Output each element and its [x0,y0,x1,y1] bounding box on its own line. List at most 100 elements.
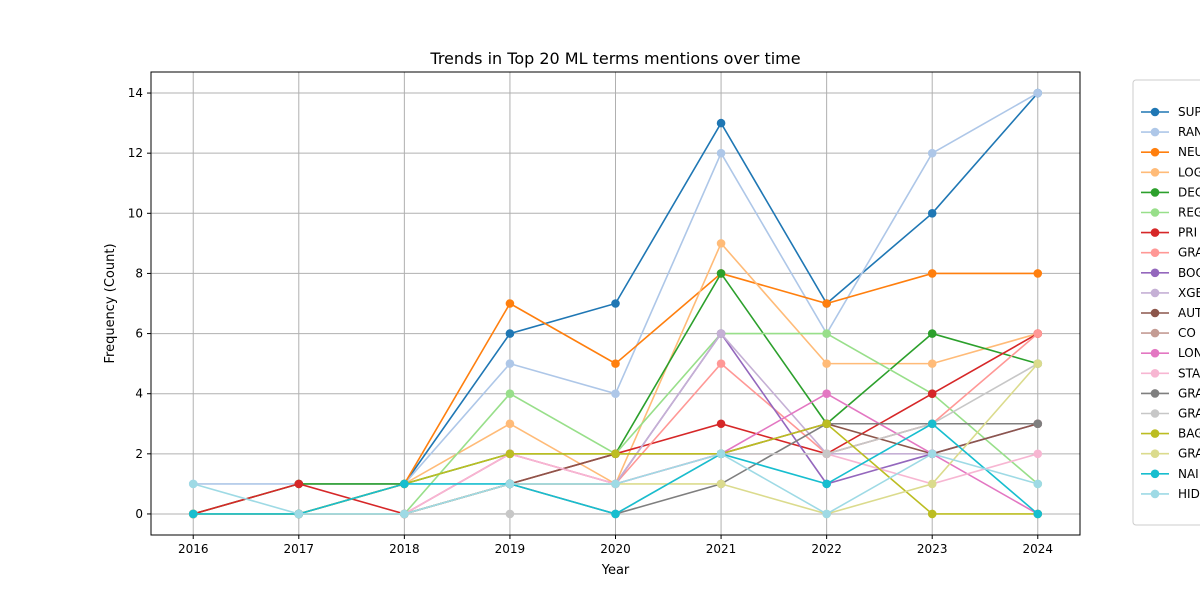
data-point [611,509,620,519]
x-tick-label: 2024 [1022,542,1053,556]
data-point [822,359,831,368]
legend-label: LOG [1178,165,1200,179]
legend-swatch-marker [1150,469,1160,479]
chart-title: Trends in Top 20 ML terms mentions over … [429,49,800,68]
legend-label: PRI [1178,226,1197,240]
legend-label: NEU [1178,145,1200,159]
legend-swatch-marker [1150,369,1160,378]
x-tick-label: 2016 [178,542,209,556]
data-point [1033,449,1043,459]
legend-item-13: STA [1141,366,1200,380]
legend-label: SUP [1178,105,1200,119]
legend-item-6: PRI [1141,226,1197,240]
legend-swatch-marker [1150,489,1160,499]
y-tick-label: 2 [135,447,143,461]
data-point [505,389,515,398]
legend: SUP RAN NEU LOG DEC REG PRI GRA BOO XGB AUT CO LON ST… [1132,79,1200,526]
data-point [188,479,198,489]
legend-item-9: XGB [1141,286,1200,300]
legend-label: REG [1178,206,1200,220]
data-point [611,479,620,489]
legend-swatch-marker [1150,328,1160,338]
x-tick-label: 2018 [389,542,420,556]
data-point [927,209,937,218]
data-point [716,419,726,429]
legend-item-3: LOG [1141,165,1200,179]
data-point [927,479,937,489]
y-tick-label: 0 [135,507,143,521]
data-point [822,299,831,308]
y-tick-label: 10 [128,206,143,220]
series-lines [188,88,1043,519]
legend-swatch-marker [1150,268,1160,278]
data-point [716,329,726,338]
legend-label: GRA [1178,246,1200,260]
legend-item-12: LON [1141,346,1200,360]
legend-label: XGB [1178,286,1200,300]
x-axis-label: Year [601,563,630,578]
legend-swatch-marker [1150,147,1160,157]
data-point [927,269,937,278]
data-point [1033,88,1043,98]
data-point [716,269,726,278]
legend-item-14: GRA [1141,386,1200,400]
data-point [505,419,515,429]
legend-label: DEC [1178,185,1200,199]
data-point [505,449,515,459]
data-point [716,479,726,489]
x-tick-label: 2020 [600,542,631,556]
legend-swatch-marker [1150,308,1160,318]
x-tick-label: 2022 [811,542,842,556]
x-axis: 2016 2017 2018 2019 2020 2021 2022 2023 2024 [178,535,1053,556]
data-point [927,148,937,158]
data-point [294,509,304,519]
data-point [505,329,515,338]
data-point [611,359,620,368]
data-point [1033,479,1043,489]
y-axis: 0 2 4 6 8 10 12 14 [128,86,151,521]
data-point [1033,419,1043,429]
data-point [611,449,620,459]
legend-label: GRA [1178,407,1200,421]
data-point [611,299,620,308]
y-tick-label: 6 [135,327,143,341]
legend-label: GRA [1178,386,1200,400]
y-tick-label: 4 [135,387,143,401]
legend-label: BAG [1178,427,1200,441]
legend-swatch-marker [1150,288,1160,298]
legend-item-16: BAG [1141,427,1200,441]
data-point [822,509,831,519]
legend-item-19: HID [1141,487,1200,501]
data-point [716,359,726,368]
legend-label: AUT [1178,306,1200,320]
legend-item-15: GRA [1141,407,1200,421]
data-point [927,389,937,398]
legend-swatch-marker [1150,429,1160,438]
legend-item-18: NAI [1141,467,1199,481]
data-point [927,449,937,459]
data-point [505,299,515,308]
data-point [822,479,831,489]
data-point [716,118,726,128]
legend-item-4: DEC [1141,185,1200,199]
data-point [927,359,937,368]
legend-swatch-marker [1150,168,1160,177]
legend-swatch-marker [1150,449,1160,459]
x-tick-label: 2019 [495,542,526,556]
data-point [505,359,515,368]
legend-item-2: NEU [1141,145,1200,159]
legend-item-0: SUP [1141,105,1200,119]
y-tick-label: 12 [128,146,143,160]
legend-item-7: GRA [1141,246,1200,260]
legend-swatch-marker [1150,389,1160,398]
data-point [927,419,937,429]
legend-swatch-marker [1150,107,1160,117]
y-tick-label: 14 [128,86,143,100]
legend-item-1: RAN [1141,125,1200,139]
y-tick-label: 8 [135,266,143,280]
data-point [716,148,726,158]
data-point [611,389,620,398]
legend-label: RAN [1178,125,1200,139]
data-point [400,509,409,519]
